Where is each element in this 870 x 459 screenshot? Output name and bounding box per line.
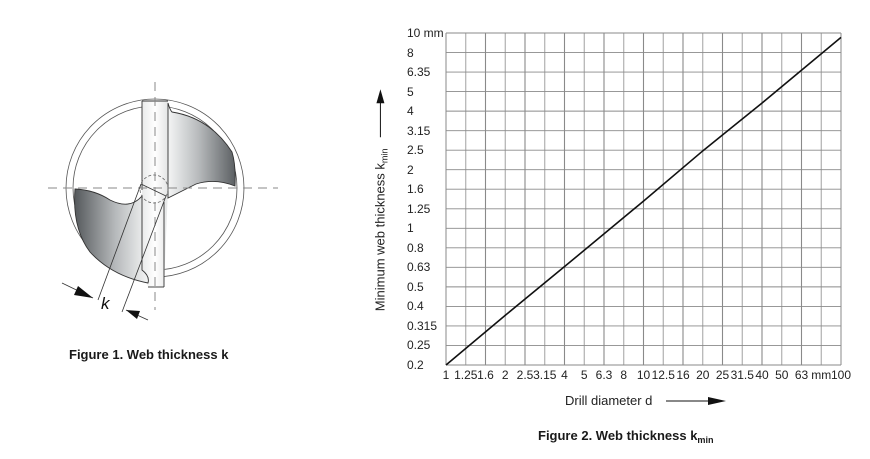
figure-1-drill-cross-section: k Figure 1. Web thickness k [0, 0, 340, 459]
y-tick-label: 0.2 [407, 358, 424, 372]
y-tick-label: 10 mm [407, 26, 444, 40]
y-tick-label: 0.25 [407, 338, 431, 353]
x-tick-label: 40 [755, 368, 769, 382]
x-tick-label: 8 [620, 368, 628, 382]
y-tick-label: 0.8 [407, 240, 424, 255]
x-tick-label: 10 [636, 368, 651, 382]
x-tick-label: 16 [676, 368, 690, 382]
y-tick-label: 0.63 [407, 260, 431, 275]
x-tick-label: 5 [580, 368, 588, 382]
x-tick-label: 63 [794, 368, 809, 382]
x-tick-label: 20 [696, 368, 710, 382]
x-tick-label: 25 [715, 368, 730, 382]
y-tick-label: 2 [407, 162, 414, 177]
upper-flute [167, 102, 236, 199]
y-axis-arrow-icon [373, 88, 388, 139]
x-tick-label: 2.5 [516, 368, 534, 382]
y-tick-label: 1.25 [407, 201, 431, 216]
x-axis-label: Drill diameter d [565, 393, 727, 409]
x-axis-arrow-icon [664, 394, 727, 409]
y-axis-label: Minimum web thickness kmin [372, 88, 390, 311]
x-tick-label: 50 [775, 368, 789, 382]
x-tick-label: 2 [501, 368, 509, 382]
y-tick-label: 0.5 [407, 279, 424, 294]
y-tick-label: 6.35 [407, 65, 431, 80]
y-tick-label: 5 [407, 84, 414, 99]
x-tick-label: 12.5 [651, 368, 675, 382]
y-tick-label: 1.6 [407, 182, 424, 197]
kmin-series-line [445, 36, 842, 366]
x-tick-label: 4 [561, 368, 568, 382]
dimension-label-k: k [101, 294, 111, 313]
figure-2-caption: Figure 2. Web thickness kmin [538, 428, 714, 446]
lower-flute [74, 188, 149, 284]
figure-1-caption: Figure 1. Web thickness k [69, 347, 229, 362]
drill-cross-section-diagram: k [48, 82, 278, 321]
y-tick-label: 4 [407, 104, 414, 119]
y-tick-label: 3.15 [407, 123, 431, 138]
y-tick-label: 0.315 [407, 318, 438, 333]
y-tick-label: 2.5 [407, 143, 424, 158]
x-tick-label: 100 [830, 368, 852, 382]
x-tick-label: 3.15 [533, 368, 557, 382]
y-tick-label: 1 [407, 221, 414, 236]
x-tick-label: 1 [442, 368, 450, 382]
x-tick-label: mm [811, 368, 832, 382]
x-tick-label: 31.5 [730, 368, 754, 382]
core-circle [139, 174, 169, 204]
x-tick-label: 1.25 [454, 368, 478, 382]
dimension-arrow-left [74, 286, 93, 298]
y-tick-label: 8 [407, 45, 414, 60]
y-tick-label: 0.4 [407, 299, 424, 314]
x-tick-label: 1.6 [477, 368, 494, 382]
x-tick-label: 6.3 [595, 368, 613, 382]
dimension-arrow-right [126, 310, 140, 319]
